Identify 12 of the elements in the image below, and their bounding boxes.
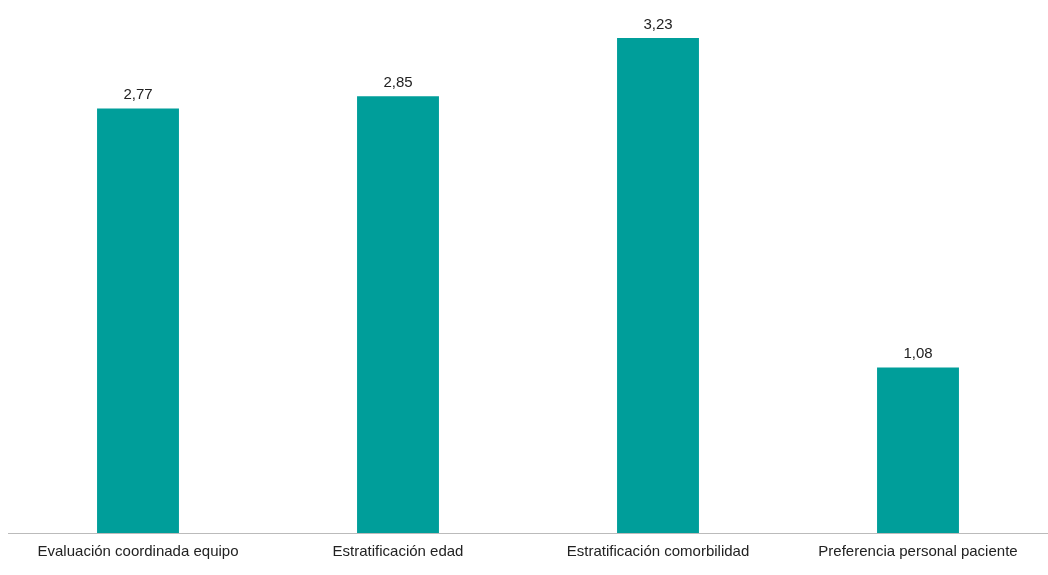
x-tick-label: Evaluación coordinada equipo: [37, 542, 239, 560]
bar: [97, 108, 179, 533]
x-tick-label: Estratificación edad: [332, 542, 464, 560]
data-label: 3,23: [643, 14, 673, 32]
x-tick-label: Estratificación comorbilidad: [566, 542, 750, 560]
data-label: 1,08: [903, 344, 933, 362]
bar: [617, 38, 699, 533]
x-tick-label: Preferencia personal paciente: [818, 542, 1018, 560]
data-label: 2,77: [123, 85, 153, 103]
bar: [877, 367, 959, 533]
bar: [357, 96, 439, 533]
data-label: 2,85: [383, 72, 413, 90]
